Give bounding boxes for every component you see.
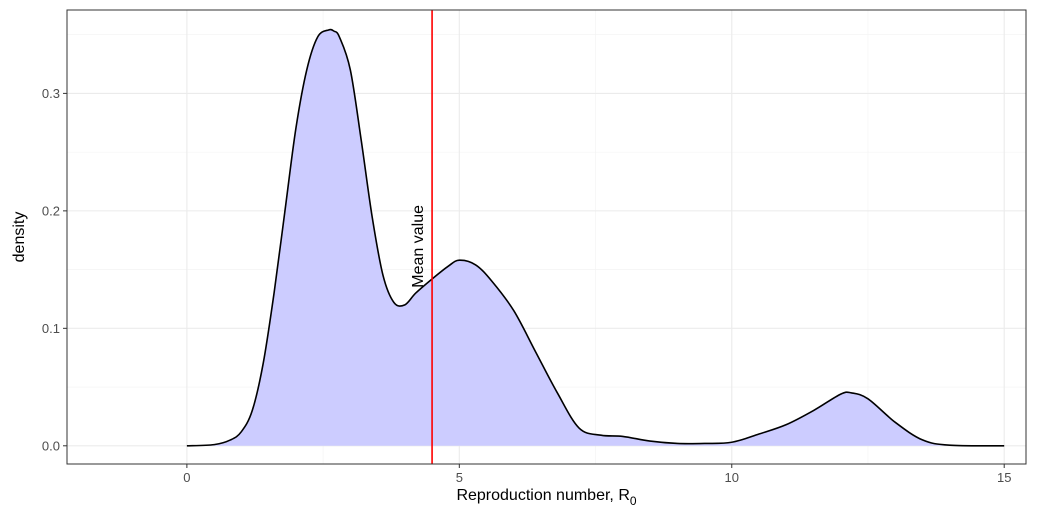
y-tick-label: 0.3 xyxy=(42,86,60,101)
x-tick-label: 10 xyxy=(725,470,739,485)
grid-lines xyxy=(67,10,1026,464)
y-tick-label: 0.0 xyxy=(42,438,60,453)
density-line xyxy=(186,28,1005,447)
x-axis-title: Reproduction number, R0 xyxy=(456,487,636,508)
density-area xyxy=(186,29,1005,446)
panel-border xyxy=(66,9,1027,465)
y-tick-label: 0.2 xyxy=(42,203,60,218)
axes: 0 5 10 15 0.0 0.1 0.2 0.3 xyxy=(42,86,1012,485)
y-tick-label: 0.1 xyxy=(42,321,60,336)
x-tick-label: 15 xyxy=(997,470,1011,485)
x-tick-label: 0 xyxy=(183,470,190,485)
x-axis-title-subscript: 0 xyxy=(630,494,637,508)
mean-value-annotation: Mean value xyxy=(410,205,427,288)
x-axis-title-text: Reproduction number, R xyxy=(456,487,629,504)
y-axis-title: density xyxy=(11,212,28,263)
x-tick-label: 5 xyxy=(456,470,463,485)
plot-area xyxy=(186,10,1005,464)
